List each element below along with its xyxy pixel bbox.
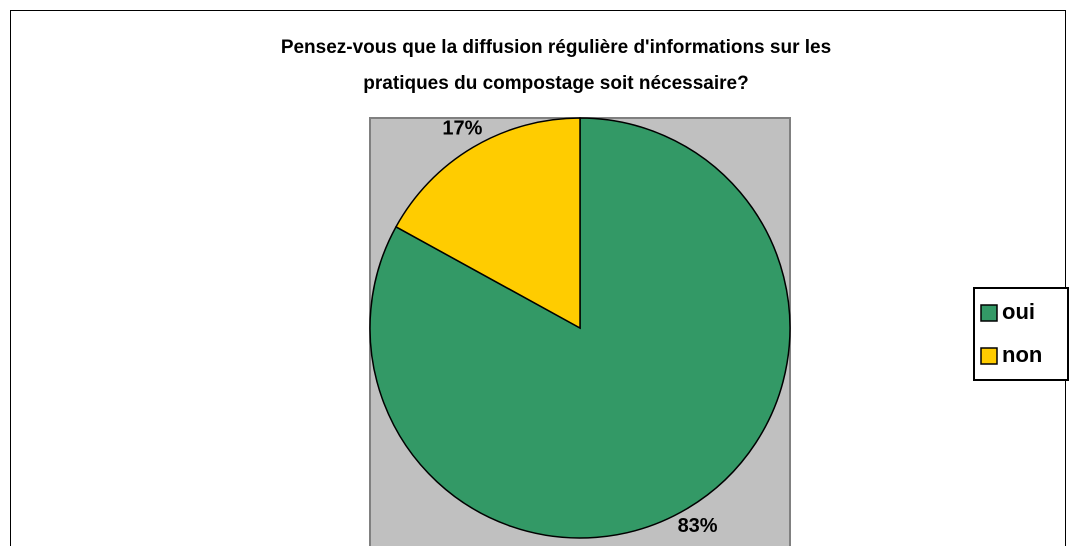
legend-swatch	[980, 304, 998, 322]
chart-title: pratiques du compostage soit nécessaire?	[363, 73, 748, 94]
chart-title: Pensez-vous que la diffusion régulière d…	[281, 37, 831, 58]
data-label: 83%	[678, 515, 718, 537]
legend-swatch	[980, 347, 998, 365]
data-label: 17%	[442, 117, 482, 139]
legend-label: non	[1002, 342, 1042, 367]
legend-label: oui	[1002, 299, 1035, 324]
pie-slice	[394, 117, 581, 330]
chart-frame	[10, 10, 1066, 546]
